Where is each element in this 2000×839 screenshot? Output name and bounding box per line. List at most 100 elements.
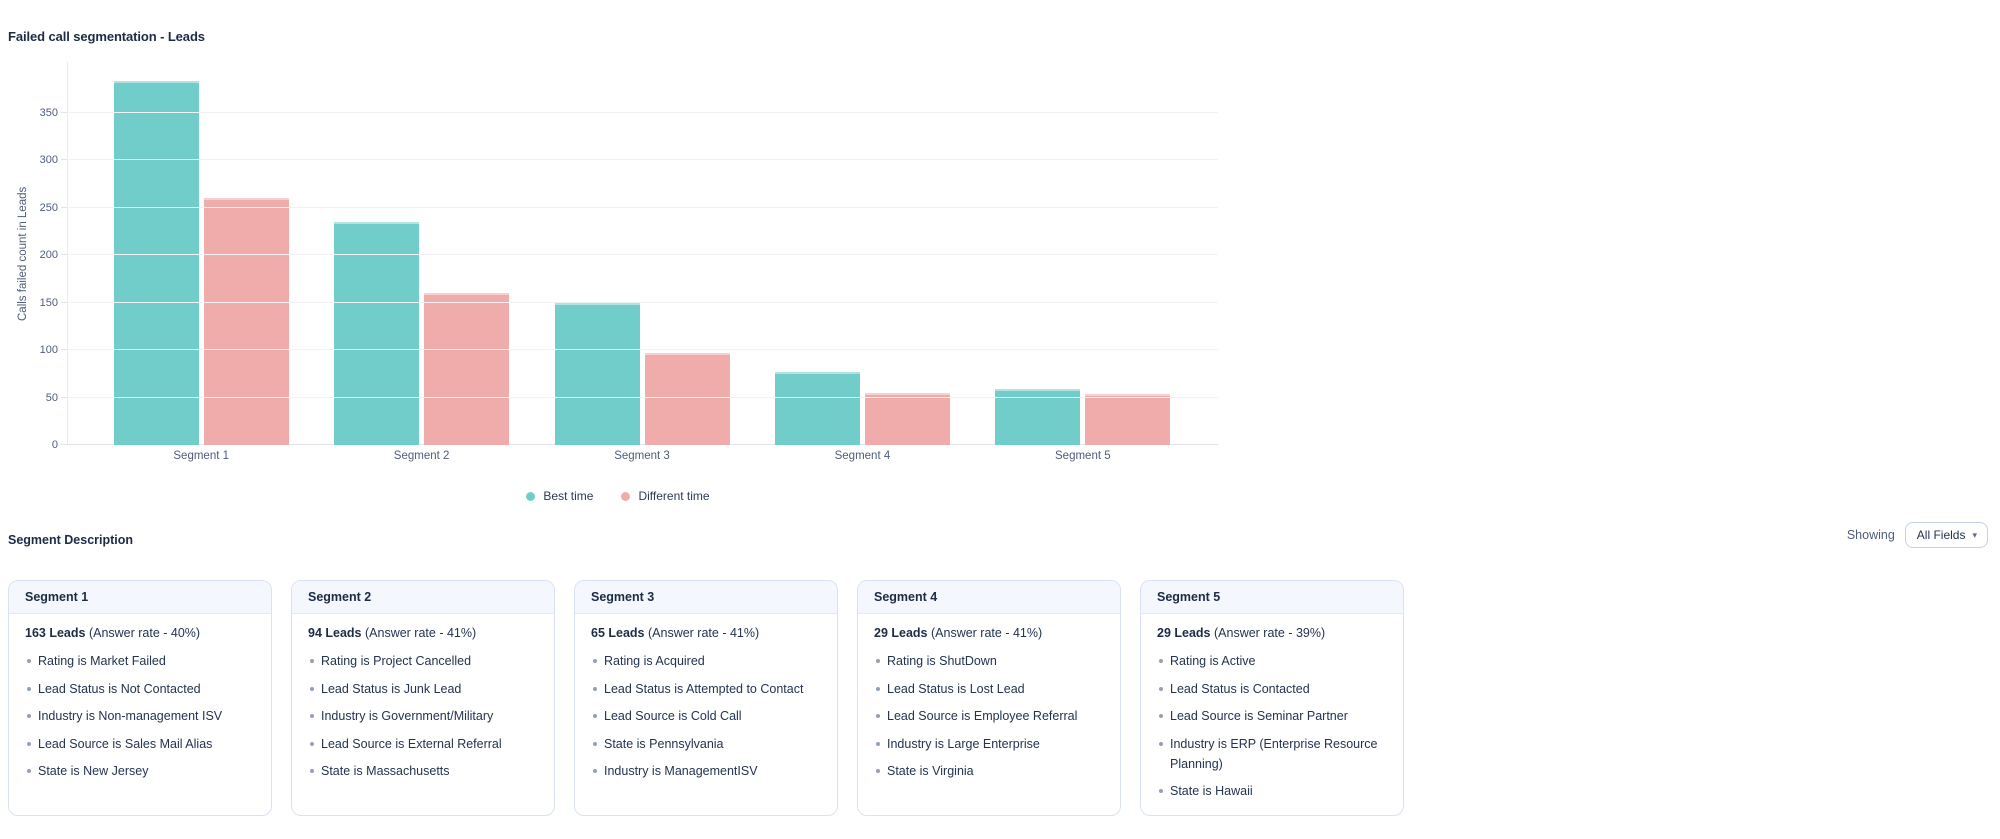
segment-card-body: 163 Leads (Answer rate - 40%) Rating is M… [9, 614, 271, 781]
segment-card-title: Segment 3 [575, 581, 837, 614]
criteria-text: Rating is Active [1170, 654, 1256, 668]
bar-different-time-segment-2[interactable] [424, 293, 510, 445]
leads-count: 65 Leads [591, 626, 645, 640]
legend-dot-best-time [526, 491, 536, 501]
bar-best-time-segment-5[interactable] [995, 388, 1081, 445]
gridline [67, 301, 1218, 303]
criteria-item: Lead Status is Junk Lead [308, 679, 538, 699]
x-axis-label: Segment 4 [834, 450, 891, 462]
leads-line: 65 Leads (Answer rate - 41%) [591, 623, 821, 643]
segment-card-segment-2: Segment 2 94 Leads (Answer rate - 41%) Rat… [291, 580, 555, 816]
bar-best-time-segment-4[interactable] [774, 371, 860, 445]
criteria-list: Rating is Active Lead Status is Contacted… [1157, 651, 1387, 801]
bullet-dot [310, 659, 314, 663]
segment-card-body: 29 Leads (Answer rate - 39%) Rating is Ac… [1141, 614, 1403, 801]
criteria-text: Industry is Non-management ISV [38, 709, 223, 723]
x-axis-label: Segment 1 [173, 450, 230, 462]
bar-different-time-segment-4[interactable] [864, 392, 950, 445]
chart-title: Failed call segmentation - Leads [8, 29, 205, 44]
segment-card-body: 29 Leads (Answer rate - 41%) Rating is Sh… [858, 614, 1120, 781]
segment-card-title: Segment 5 [1141, 581, 1403, 614]
section-title: Segment Description [8, 533, 134, 547]
criteria-text: Lead Status is Contacted [1170, 681, 1310, 696]
y-tick-mark [61, 301, 67, 303]
bullet-dot [1159, 714, 1163, 718]
chart-legend: Best time Different time [67, 487, 1169, 505]
gridline [67, 254, 1218, 255]
segment-cards-row: Segment 1 163 Leads (Answer rate - 40%) Ra… [8, 580, 1404, 816]
criteria-text: Industry is ManagementISV [604, 764, 758, 778]
bullet-dot [310, 686, 314, 691]
bullet-dot [27, 769, 31, 773]
criteria-item: Lead Status is Lost Lead [874, 679, 1104, 699]
y-tick-label: 150 [39, 296, 58, 309]
segment-card-title: Segment 4 [858, 581, 1120, 614]
y-tick-label: 0 [51, 439, 58, 451]
y-tick-label: 300 [39, 154, 58, 166]
bullet-dot [593, 714, 597, 718]
criteria-text: State is Massachusetts [321, 764, 450, 778]
bullet-dot [1159, 741, 1163, 746]
criteria-item: Industry is ERP (Enterprise Resource Pla… [1157, 734, 1387, 774]
leads-count: 29 Leads [1157, 626, 1211, 640]
criteria-item: Industry is Government/Military [308, 706, 538, 726]
bullet-dot [27, 741, 31, 746]
segment-card-title: Segment 2 [292, 581, 554, 614]
bullet-dot [1159, 659, 1163, 663]
bar-group-segment-1: Segment 1 [91, 62, 311, 462]
y-tick-mark [61, 444, 67, 445]
bar-best-time-segment-2[interactable] [334, 221, 420, 445]
legend-label: Different time [638, 489, 710, 503]
criteria-list: Rating is Acquired Lead Status is Attempt… [591, 651, 821, 781]
criteria-text: Lead Source is Cold Call [604, 709, 742, 723]
bullet-dot [876, 659, 880, 663]
criteria-text: State is Hawaii [1170, 784, 1253, 798]
bar-best-time-segment-1[interactable] [113, 81, 199, 445]
bar-best-time-segment-3[interactable] [554, 302, 640, 445]
criteria-item: Rating is Active [1157, 651, 1387, 671]
bullet-dot [593, 769, 597, 773]
segment-card-segment-4: Segment 4 29 Leads (Answer rate - 41%) Rat… [857, 580, 1121, 816]
y-tick-mark [61, 349, 67, 350]
criteria-item: Rating is ShutDown [874, 651, 1104, 671]
answer-rate: (Answer rate - 41%) [361, 626, 477, 640]
criteria-text: Rating is Market Failed [38, 654, 166, 668]
bar-different-time-segment-3[interactable] [644, 352, 730, 445]
criteria-item: Rating is Acquired [591, 651, 821, 671]
criteria-text: State is Virginia [887, 764, 974, 778]
y-tick-label: 250 [39, 201, 58, 214]
legend-item-different-time[interactable]: Different time [621, 489, 710, 503]
fields-filter-button[interactable]: All Fields ▾ [1904, 522, 1988, 548]
criteria-list: Rating is Project Cancelled Lead Status i… [308, 651, 538, 781]
bullet-dot [310, 741, 314, 746]
answer-rate: (Answer rate - 39%) [1210, 626, 1326, 640]
y-axis-line [67, 62, 68, 445]
gridline [67, 159, 1218, 160]
x-axis-label: Segment 2 [393, 450, 450, 462]
leads-count: 94 Leads [308, 626, 362, 640]
leads-count: 29 Leads [874, 626, 928, 640]
leads-line: 29 Leads (Answer rate - 41%) [874, 623, 1104, 643]
gridline [67, 396, 1218, 398]
y-tick-mark [61, 396, 67, 398]
y-tick-mark [61, 111, 67, 113]
answer-rate: (Answer rate - 40%) [85, 626, 201, 640]
segment-card-title: Segment 1 [9, 581, 271, 614]
answer-rate: (Answer rate - 41%) [644, 626, 760, 640]
legend-item-best-time[interactable]: Best time [526, 489, 593, 503]
bar-different-time-segment-1[interactable] [203, 198, 289, 445]
criteria-text: Industry is Large Enterprise [887, 736, 1040, 751]
bullet-dot [876, 686, 880, 691]
chevron-down-icon: ▾ [1972, 530, 1977, 540]
y-tick-label: 350 [39, 106, 58, 119]
bar-group-segment-4: Segment 4 [752, 62, 972, 462]
bullet-dot [593, 686, 597, 691]
y-tick-label: 100 [39, 344, 58, 356]
bar-different-time-segment-5[interactable] [1085, 393, 1171, 445]
bar-group-segment-3: Segment 3 [532, 62, 752, 462]
criteria-text: Lead Status is Junk Lead [321, 681, 462, 696]
criteria-item: State is New Jersey [25, 761, 255, 781]
criteria-item: State is Virginia [874, 761, 1104, 781]
criteria-text: Lead Source is External Referral [321, 736, 502, 751]
gridline [67, 349, 1218, 350]
